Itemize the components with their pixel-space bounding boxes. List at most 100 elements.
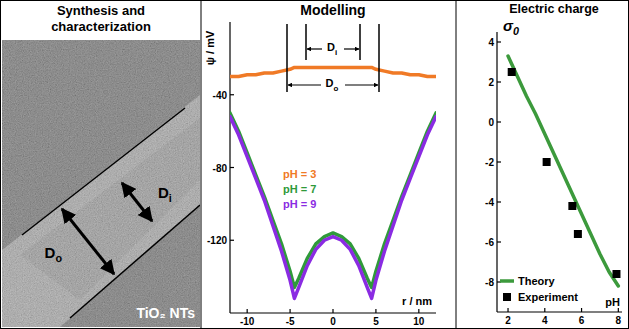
x-axis	[497, 311, 622, 312]
main-text: D	[45, 244, 56, 261]
subscript: i	[169, 192, 172, 204]
y-tick-label: -8	[485, 277, 494, 288]
chart-title: Modelling	[300, 2, 365, 18]
x-axis-label: r / nm	[402, 295, 432, 307]
inner-wall-line	[305, 24, 307, 60]
legend: TheoryExperiment	[500, 275, 578, 303]
subscript: 0	[513, 25, 519, 37]
tube-edge	[70, 205, 200, 318]
tube-edge	[22, 108, 185, 235]
x-tick	[289, 309, 290, 313]
legend-label: Experiment	[518, 291, 578, 303]
x-tick	[332, 309, 333, 313]
y-tick-label: 0	[488, 117, 494, 128]
x-tick-label: 2	[505, 315, 511, 326]
outer-frame	[1, 1, 629, 329]
scatter-point	[574, 230, 582, 238]
outer-wall-line	[286, 24, 288, 92]
legend-swatch	[500, 279, 514, 283]
x-tick-label: 0	[330, 316, 336, 327]
outer-arrow	[288, 84, 321, 85]
y-tick	[497, 81, 501, 82]
y-tick	[497, 241, 501, 242]
y-tick	[230, 167, 234, 168]
series-line	[230, 67, 436, 76]
x-tick	[618, 308, 619, 312]
scatter-point	[543, 158, 551, 166]
chart: 2468-8-6-4-2024TheoryExperiment	[485, 32, 622, 326]
series-line	[230, 113, 436, 288]
inner-diameter-arrow	[122, 183, 152, 221]
title-line: characterization	[51, 19, 151, 34]
inner-arrow	[307, 48, 322, 49]
tem-grain	[2, 40, 200, 327]
scatter-point	[508, 68, 516, 76]
x-tick	[375, 309, 376, 313]
y-tick	[497, 201, 501, 202]
image-label: TiO₂ NTs	[136, 305, 195, 321]
annotation: Di	[327, 41, 337, 57]
inner-wall-line	[359, 24, 361, 60]
main-text: D	[158, 184, 169, 201]
outer-diameter-arrow	[62, 209, 114, 274]
y-tick	[497, 121, 501, 122]
tem-background	[2, 40, 200, 327]
annotation: Do	[326, 77, 339, 93]
x-tick	[581, 308, 582, 312]
panel-separator	[201, 0, 202, 329]
inner-diameter-label: Di	[158, 184, 172, 204]
x-tick	[544, 308, 545, 312]
outer-diameter-label: Do	[45, 244, 63, 264]
figure: Synthesis andcharacterizationDoDiTiO₂ NT…	[0, 0, 629, 329]
series-group	[508, 56, 621, 286]
x-tick	[418, 309, 419, 313]
series-line	[508, 56, 618, 286]
scatter-point	[612, 270, 620, 278]
y-tick	[497, 161, 501, 162]
series-group	[230, 67, 436, 298]
y-axis-label: σ0	[503, 17, 519, 37]
legend-label: pH = 9	[283, 198, 316, 210]
title-line: Synthesis and	[57, 3, 145, 18]
x-tick-label: 4	[542, 315, 548, 326]
y-axis-label: ψ / mV	[204, 30, 216, 65]
x-tick-label: 10	[413, 316, 425, 327]
legend-label: pH = 7	[283, 183, 316, 195]
x-tick-label: -5	[286, 316, 295, 327]
x-tick-label: 5	[373, 316, 379, 327]
x-tick-label: 8	[616, 315, 622, 326]
series-line	[230, 117, 436, 299]
y-tick-label: -80	[213, 163, 228, 174]
panel-title: Synthesis andcharacterization	[51, 3, 151, 34]
x-tick	[247, 309, 248, 313]
subscript: o	[334, 84, 339, 93]
outer-wall-line	[378, 24, 380, 92]
chart: -10 -5 0 5 10 -120 -80 -40 pH = 3 pH = 7 pH = 9	[207, 22, 436, 327]
x-tick-label: 6	[579, 315, 585, 326]
legend: pH = 3 pH = 7 pH = 9	[283, 168, 316, 210]
y-tick	[230, 94, 234, 95]
y-tick-label: -120	[207, 235, 227, 246]
outer-arrow	[345, 84, 378, 85]
x-axis-label: pH	[605, 296, 620, 308]
y-tick-label: 4	[488, 37, 494, 48]
main-text: D	[326, 77, 334, 89]
tube-schematic: DiDo	[287, 24, 379, 93]
y-axis	[496, 32, 497, 312]
x-tick	[507, 308, 508, 312]
panel-separator	[456, 0, 457, 329]
y-tick	[497, 41, 501, 42]
inner-arrow	[344, 48, 359, 49]
y-tick-label: -40	[213, 90, 228, 101]
legend-label: pH = 3	[283, 168, 316, 180]
legend-swatch	[503, 293, 511, 301]
chart-title: Electric charge	[509, 2, 599, 16]
y-tick	[230, 240, 234, 241]
y-tick-label: -2	[485, 157, 494, 168]
main-text: D	[327, 41, 335, 53]
x-tick-label: -10	[240, 316, 255, 327]
tem-image	[2, 40, 200, 327]
subscript: i	[335, 48, 337, 57]
scatter-point	[568, 202, 576, 210]
y-tick-label: -4	[485, 197, 494, 208]
